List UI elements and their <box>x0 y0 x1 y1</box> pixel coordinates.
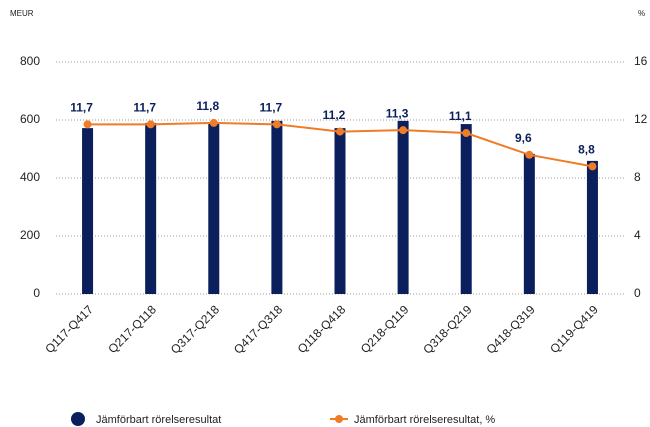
x-tick-label: Q318-Q219 <box>420 302 474 356</box>
x-tick-label: Q117-Q417 <box>42 302 96 356</box>
legend-swatch <box>335 415 343 423</box>
bar <box>460 124 472 294</box>
y2-axis-label: % <box>638 9 645 18</box>
line-point <box>525 150 534 159</box>
data-label: 11,7 <box>133 101 156 115</box>
line-point <box>272 120 281 129</box>
data-label: 8,8 <box>578 143 595 157</box>
y-tick-label: 800 <box>20 54 40 68</box>
line-point <box>146 120 155 129</box>
x-tick-label: Q217-Q118 <box>105 302 159 356</box>
bar <box>586 160 598 294</box>
legend-label: Jämförbart rörelseresultat <box>96 414 221 426</box>
x-tick-label: Q218-Q119 <box>358 302 412 356</box>
line-point <box>336 127 344 136</box>
bar <box>208 122 220 294</box>
bar <box>82 128 94 294</box>
line-point <box>83 120 92 129</box>
data-label: 11,1 <box>449 109 472 123</box>
x-tick-label: Q417-Q318 <box>231 302 285 356</box>
data-label: 11,7 <box>70 101 93 115</box>
y-tick-label: 200 <box>20 228 40 242</box>
y2-tick-label: 12 <box>634 112 648 126</box>
bar <box>271 120 283 295</box>
bar <box>397 120 409 295</box>
bar <box>523 153 535 294</box>
y-tick-label: 0 <box>33 286 40 300</box>
y2-tick-label: 8 <box>634 170 641 184</box>
y2-tick-label: 4 <box>634 228 641 242</box>
bar <box>334 128 346 294</box>
y-tick-label: 600 <box>20 112 40 126</box>
line-point <box>209 118 218 127</box>
y-tick-label: 400 <box>20 170 40 184</box>
legend-swatch <box>71 412 85 426</box>
data-label: 11,3 <box>386 106 409 120</box>
line-point <box>588 162 597 171</box>
x-tick-label: Q317-Q218 <box>168 302 222 356</box>
x-tick-label: Q119-Q419 <box>547 302 601 356</box>
data-label: 11,2 <box>323 108 346 122</box>
data-label: 11,7 <box>260 101 283 115</box>
legend-label: Jämförbart rörelseresultat, % <box>354 414 495 426</box>
x-tick-label: Q118-Q418 <box>295 302 349 356</box>
data-label: 11,8 <box>196 99 219 113</box>
bar <box>145 122 157 295</box>
x-tick-label: Q418-Q319 <box>483 302 537 356</box>
line-point <box>399 126 408 135</box>
data-label: 9,6 <box>515 131 532 145</box>
y2-tick-label: 16 <box>634 54 648 68</box>
line-point <box>462 129 471 138</box>
y-axis-label: MEUR <box>10 9 34 18</box>
y2-tick-label: 0 <box>634 286 641 300</box>
